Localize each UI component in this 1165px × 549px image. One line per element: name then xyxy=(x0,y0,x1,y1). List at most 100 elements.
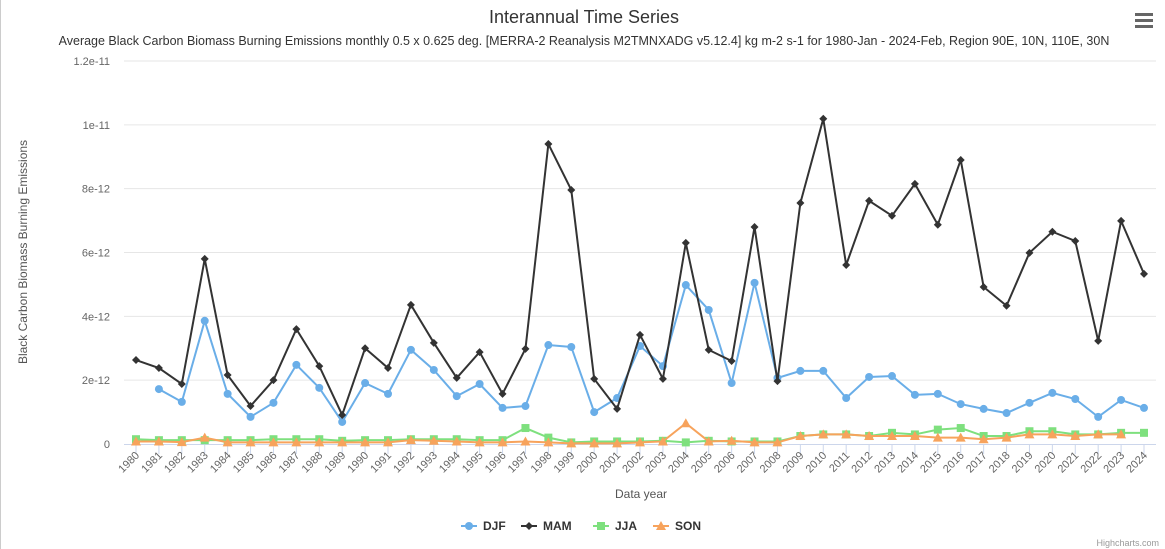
data-point-mam xyxy=(819,114,828,123)
data-point-son xyxy=(383,437,393,447)
x-tick-label: 2014 xyxy=(895,450,921,476)
data-point-djf xyxy=(269,398,278,407)
data-point-mam xyxy=(269,376,278,385)
data-point-son xyxy=(887,431,897,441)
data-point-mam xyxy=(544,139,553,148)
x-tick-label: 1989 xyxy=(323,450,349,476)
x-tick-label: 1981 xyxy=(139,450,165,476)
data-point-djf xyxy=(704,305,713,314)
data-point-son xyxy=(612,438,623,448)
data-point-son xyxy=(1093,429,1104,439)
x-tick-label: 2011 xyxy=(827,450,852,475)
data-point-son xyxy=(864,431,875,441)
x-tick-label: 1984 xyxy=(208,450,234,476)
data-point-mam xyxy=(338,410,347,419)
data-point-son xyxy=(749,437,760,447)
data-point-djf xyxy=(1048,388,1057,397)
data-point-son xyxy=(428,435,439,445)
x-tick-label: 2002 xyxy=(620,450,646,476)
x-axis-label: Data year xyxy=(615,487,667,501)
data-point-mam xyxy=(750,222,759,231)
data-point-son xyxy=(497,437,508,447)
data-point-mam xyxy=(475,348,484,357)
x-tick-label: 2010 xyxy=(804,450,830,476)
data-point-mam xyxy=(773,377,782,386)
data-point-jja xyxy=(956,424,965,433)
data-point-djf xyxy=(842,394,851,403)
x-tick-label: 1992 xyxy=(391,450,417,476)
data-point-mam xyxy=(200,254,209,263)
data-point-mam xyxy=(1002,301,1011,310)
data-point-son xyxy=(1001,432,1012,442)
x-tick-label: 2013 xyxy=(872,450,898,476)
x-tick-label: 1997 xyxy=(506,450,532,476)
y-axis-label: Black Carbon Biomass Burning Emissions xyxy=(16,140,30,364)
x-tick-label: 1996 xyxy=(483,450,509,476)
data-point-son xyxy=(657,436,668,446)
data-point-jja xyxy=(521,424,530,433)
x-tick-label: 2017 xyxy=(964,450,990,476)
data-point-son xyxy=(818,429,829,439)
data-point-djf xyxy=(910,390,919,399)
legend-item-son[interactable]: SON xyxy=(653,519,701,533)
data-point-son xyxy=(726,435,737,445)
data-point-djf xyxy=(819,366,828,375)
data-point-mam xyxy=(223,371,232,380)
data-point-djf xyxy=(498,403,507,412)
x-tick-label: 2007 xyxy=(735,450,761,476)
x-tick-label: 2012 xyxy=(849,450,875,476)
data-point-djf xyxy=(933,389,942,398)
data-point-mam xyxy=(636,330,644,339)
legend-item-djf[interactable]: DJF xyxy=(461,519,506,533)
data-point-son xyxy=(474,437,485,447)
data-point-djf xyxy=(1117,395,1126,404)
data-point-mam xyxy=(292,325,301,334)
y-tick-label: 4e-12 xyxy=(82,311,110,323)
legend-item-jja[interactable]: JJA xyxy=(593,519,637,533)
x-tick-label: 1983 xyxy=(185,450,211,476)
data-point-son xyxy=(337,437,348,447)
data-point-djf xyxy=(452,392,461,401)
x-tick-label: 2005 xyxy=(689,450,715,476)
data-point-son xyxy=(1070,431,1081,441)
legend-label: JJA xyxy=(615,519,637,533)
legend-marker-icon xyxy=(656,521,666,530)
data-point-mam xyxy=(406,300,415,309)
data-point-son xyxy=(1116,429,1127,439)
data-point-djf xyxy=(1025,398,1034,407)
data-point-son xyxy=(703,436,714,446)
data-point-mam xyxy=(704,345,713,354)
x-tick-label: 2006 xyxy=(712,450,738,476)
legend-item-mam[interactable]: MAM xyxy=(521,519,572,533)
data-point-son xyxy=(1047,429,1058,439)
hamburger-menu-icon[interactable] xyxy=(1135,13,1153,31)
data-point-son xyxy=(520,436,531,446)
data-point-djf xyxy=(796,366,805,375)
y-tick-label: 2e-12 xyxy=(82,375,110,387)
data-point-son xyxy=(405,435,416,445)
x-tick-label: 2024 xyxy=(1124,450,1150,476)
legend-label: SON xyxy=(675,519,701,533)
data-point-mam xyxy=(177,379,186,388)
data-point-son xyxy=(176,437,187,447)
data-point-djf xyxy=(177,397,186,406)
legend-marker-icon xyxy=(525,522,533,530)
data-point-son xyxy=(153,436,164,446)
series-line-djf xyxy=(158,282,1145,424)
y-tick-label: 1.2e-11 xyxy=(74,56,111,68)
data-point-djf xyxy=(384,389,392,398)
data-point-son xyxy=(589,438,600,448)
data-point-son xyxy=(909,431,920,441)
x-tick-label: 2009 xyxy=(781,450,807,476)
data-point-son xyxy=(841,429,852,439)
data-point-mam xyxy=(613,404,622,413)
data-point-djf xyxy=(429,365,438,374)
y-tick-label: 1e-11 xyxy=(83,120,110,132)
credits[interactable]: Highcharts.com xyxy=(1096,538,1159,548)
data-point-son xyxy=(222,437,233,447)
data-point-djf xyxy=(521,402,530,411)
x-tick-label: 1985 xyxy=(231,450,257,476)
data-point-son xyxy=(772,437,783,447)
data-point-mam xyxy=(1140,269,1148,278)
